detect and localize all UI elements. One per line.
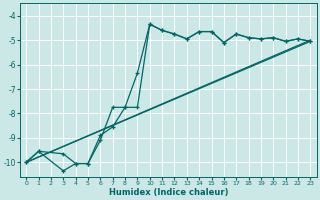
X-axis label: Humidex (Indice chaleur): Humidex (Indice chaleur) bbox=[108, 188, 228, 197]
